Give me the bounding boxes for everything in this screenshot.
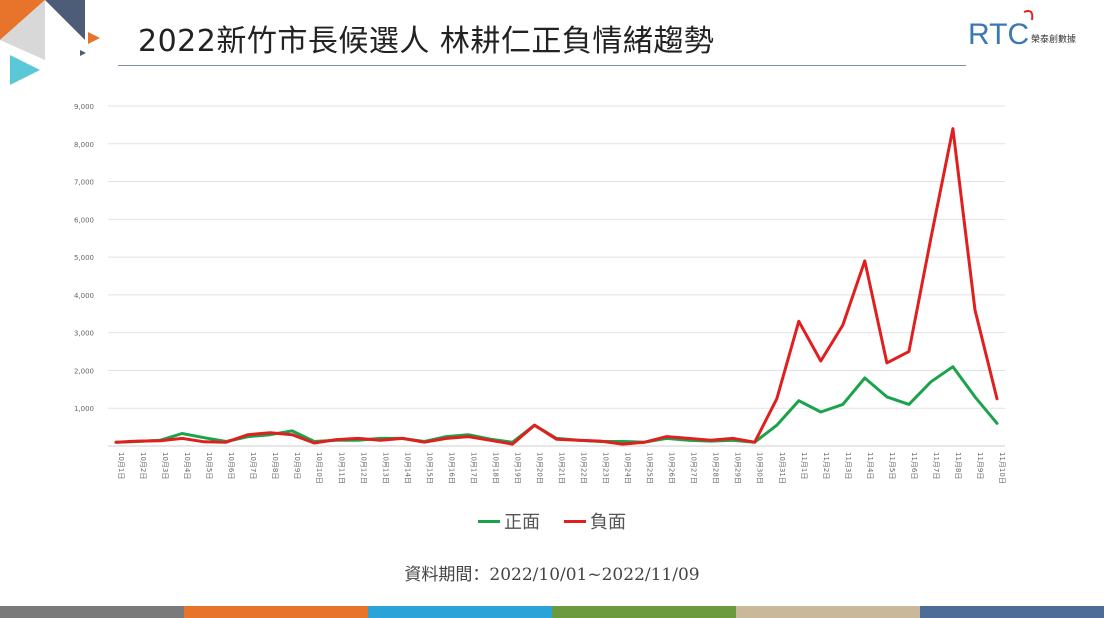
x-tick-label: 10月27日 — [690, 452, 698, 484]
x-tick-label: 10月13日 — [381, 452, 389, 484]
bottom-bar-segment — [184, 606, 368, 618]
bottom-bar-segment — [0, 606, 184, 618]
x-tick-label: 10月9日 — [293, 452, 301, 479]
bottom-bar-segment — [368, 606, 552, 618]
deco-small-orange-triangle — [88, 32, 100, 44]
x-tick-label: 11月6日 — [910, 452, 918, 479]
corner-decoration — [0, 0, 100, 85]
x-tick-label: 11月1日 — [800, 452, 808, 479]
deco-gray-triangle — [0, 0, 45, 60]
legend-label-positive: 正面 — [504, 512, 540, 533]
deco-small-navy-triangle — [80, 50, 86, 56]
logo-text: RTC — [968, 18, 1029, 51]
page-title: 2022新竹市長候選人 林耕仁正負情緒趨勢 — [138, 24, 715, 59]
x-tick-label: 10月3日 — [161, 452, 169, 479]
legend-label-negative: 負面 — [590, 512, 626, 533]
x-tick-label: 10月6日 — [227, 452, 235, 479]
y-tick-label: 9,000 — [74, 103, 94, 111]
x-tick-label: 11月2日 — [822, 452, 830, 479]
y-tick-label: 5,000 — [74, 254, 94, 262]
x-tick-label: 10月12日 — [359, 452, 367, 484]
x-tick-label: 11月3日 — [844, 452, 852, 479]
legend-item-positive: 正面 — [478, 508, 540, 534]
x-tick-label: 11月7日 — [932, 452, 940, 479]
x-tick-label: 10月4日 — [183, 452, 191, 479]
x-tick-label: 10月15日 — [425, 452, 433, 484]
x-tick-label: 10月14日 — [403, 452, 411, 484]
x-tick-label: 10月22日 — [580, 452, 588, 484]
x-tick-label: 10月1日 — [117, 452, 125, 479]
y-tick-label: 8,000 — [74, 141, 94, 149]
x-tick-label: 10月10日 — [315, 452, 323, 484]
x-tick-label: 10月16日 — [447, 452, 455, 484]
y-tick-label: 2,000 — [74, 367, 94, 375]
x-tick-label: 10月26日 — [668, 452, 676, 484]
x-tick-label: 11月10日 — [998, 452, 1006, 484]
series-line-positive — [114, 365, 999, 444]
x-tick-label: 11月8日 — [954, 452, 962, 479]
logo-swoosh — [1023, 10, 1034, 21]
x-tick-label: 10月17日 — [469, 452, 477, 484]
x-tick-label: 11月5日 — [888, 452, 896, 479]
x-tick-label: 10月28日 — [712, 452, 720, 484]
y-tick-label: 1,000 — [74, 405, 94, 413]
x-tick-label: 10月23日 — [602, 452, 610, 484]
data-period-note: 資料期間：2022/10/01~2022/11/09 — [404, 565, 700, 585]
y-tick-label: 6,000 — [74, 216, 94, 224]
y-tick-label: 4,000 — [74, 292, 94, 300]
x-tick-label: 10月19日 — [513, 452, 521, 484]
y-tick-label: 7,000 — [74, 179, 94, 187]
bottom-bar-segment — [552, 606, 736, 618]
rtc-logo: RTC — [968, 10, 1034, 51]
x-tick-label: 10月18日 — [491, 452, 499, 484]
x-tick-label: 10月30日 — [756, 452, 764, 484]
x-tick-label: 10月11日 — [337, 452, 345, 484]
x-tick-label: 10月31日 — [778, 452, 786, 484]
line-chart: 1,000 2,000 3,000 4,000 5,000 6,000 7,000 8,000… — [74, 103, 1006, 484]
x-tick-label: 10月21日 — [558, 452, 566, 484]
bottom-bar-segment — [736, 606, 920, 618]
bottom-color-bar — [0, 606, 1104, 618]
x-tick-label: 10月29日 — [734, 452, 742, 484]
x-tick-label: 10月24日 — [624, 452, 632, 484]
x-tick-label: 10月8日 — [271, 452, 279, 479]
legend-item-negative: 負面 — [564, 508, 626, 534]
x-tick-label: 10月25日 — [646, 452, 654, 484]
x-tick-label: 11月4日 — [866, 452, 874, 479]
x-tick-label: 10月5日 — [205, 452, 213, 479]
logo-subtext: 榮泰創數據 — [1031, 35, 1077, 45]
x-tick-label: 10月7日 — [249, 452, 257, 479]
legend-swatch-positive — [478, 519, 500, 523]
x-tick-label: 11月9日 — [976, 452, 984, 479]
x-tick-label: 10月2日 — [139, 452, 147, 479]
series-line-negative — [114, 127, 999, 446]
deco-cyan-triangle — [10, 55, 40, 85]
chart-legend: 正面 負面 — [0, 508, 1104, 534]
legend-swatch-negative — [564, 519, 586, 523]
x-tick-label: 10月20日 — [535, 452, 543, 484]
bottom-bar-segment — [920, 606, 1104, 618]
y-tick-label: 3,000 — [74, 330, 94, 338]
deco-navy-triangle — [45, 0, 85, 40]
title-divider — [118, 65, 966, 66]
